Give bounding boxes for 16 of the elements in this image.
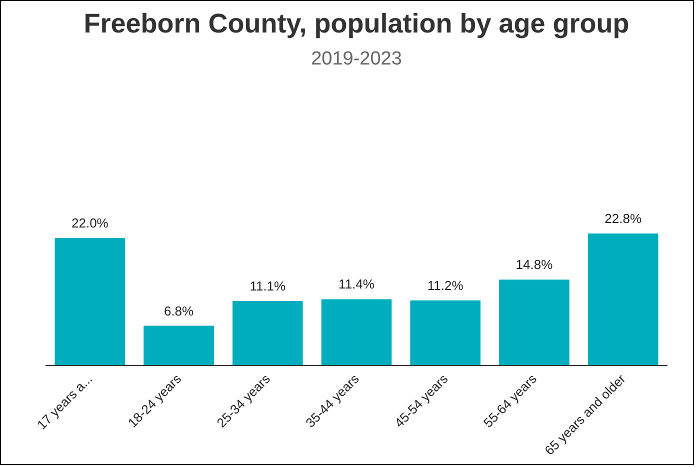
data-label: 22.8% [604,210,642,226]
bar [588,233,658,366]
chart-subtitle: 2019-2023 [311,48,402,70]
bar [321,299,392,366]
bar [144,326,214,366]
data-label: 6.8% [164,303,194,318]
bar [54,238,126,366]
data-label: 11.4% [338,276,375,292]
bar [410,300,481,366]
bar [499,280,570,366]
data-label: 22.0% [72,216,109,231]
data-label: 14.8% [516,257,554,272]
data-label: 11.2% [427,278,464,293]
data-label: 11.1% [250,278,286,294]
chart-title: Freeborn County, population by age group [84,8,630,38]
bar [232,300,303,366]
